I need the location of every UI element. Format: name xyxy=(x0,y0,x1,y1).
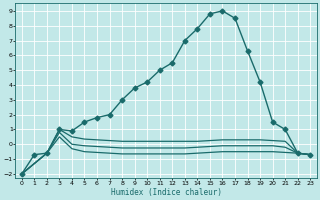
X-axis label: Humidex (Indice chaleur): Humidex (Indice chaleur) xyxy=(110,188,221,197)
